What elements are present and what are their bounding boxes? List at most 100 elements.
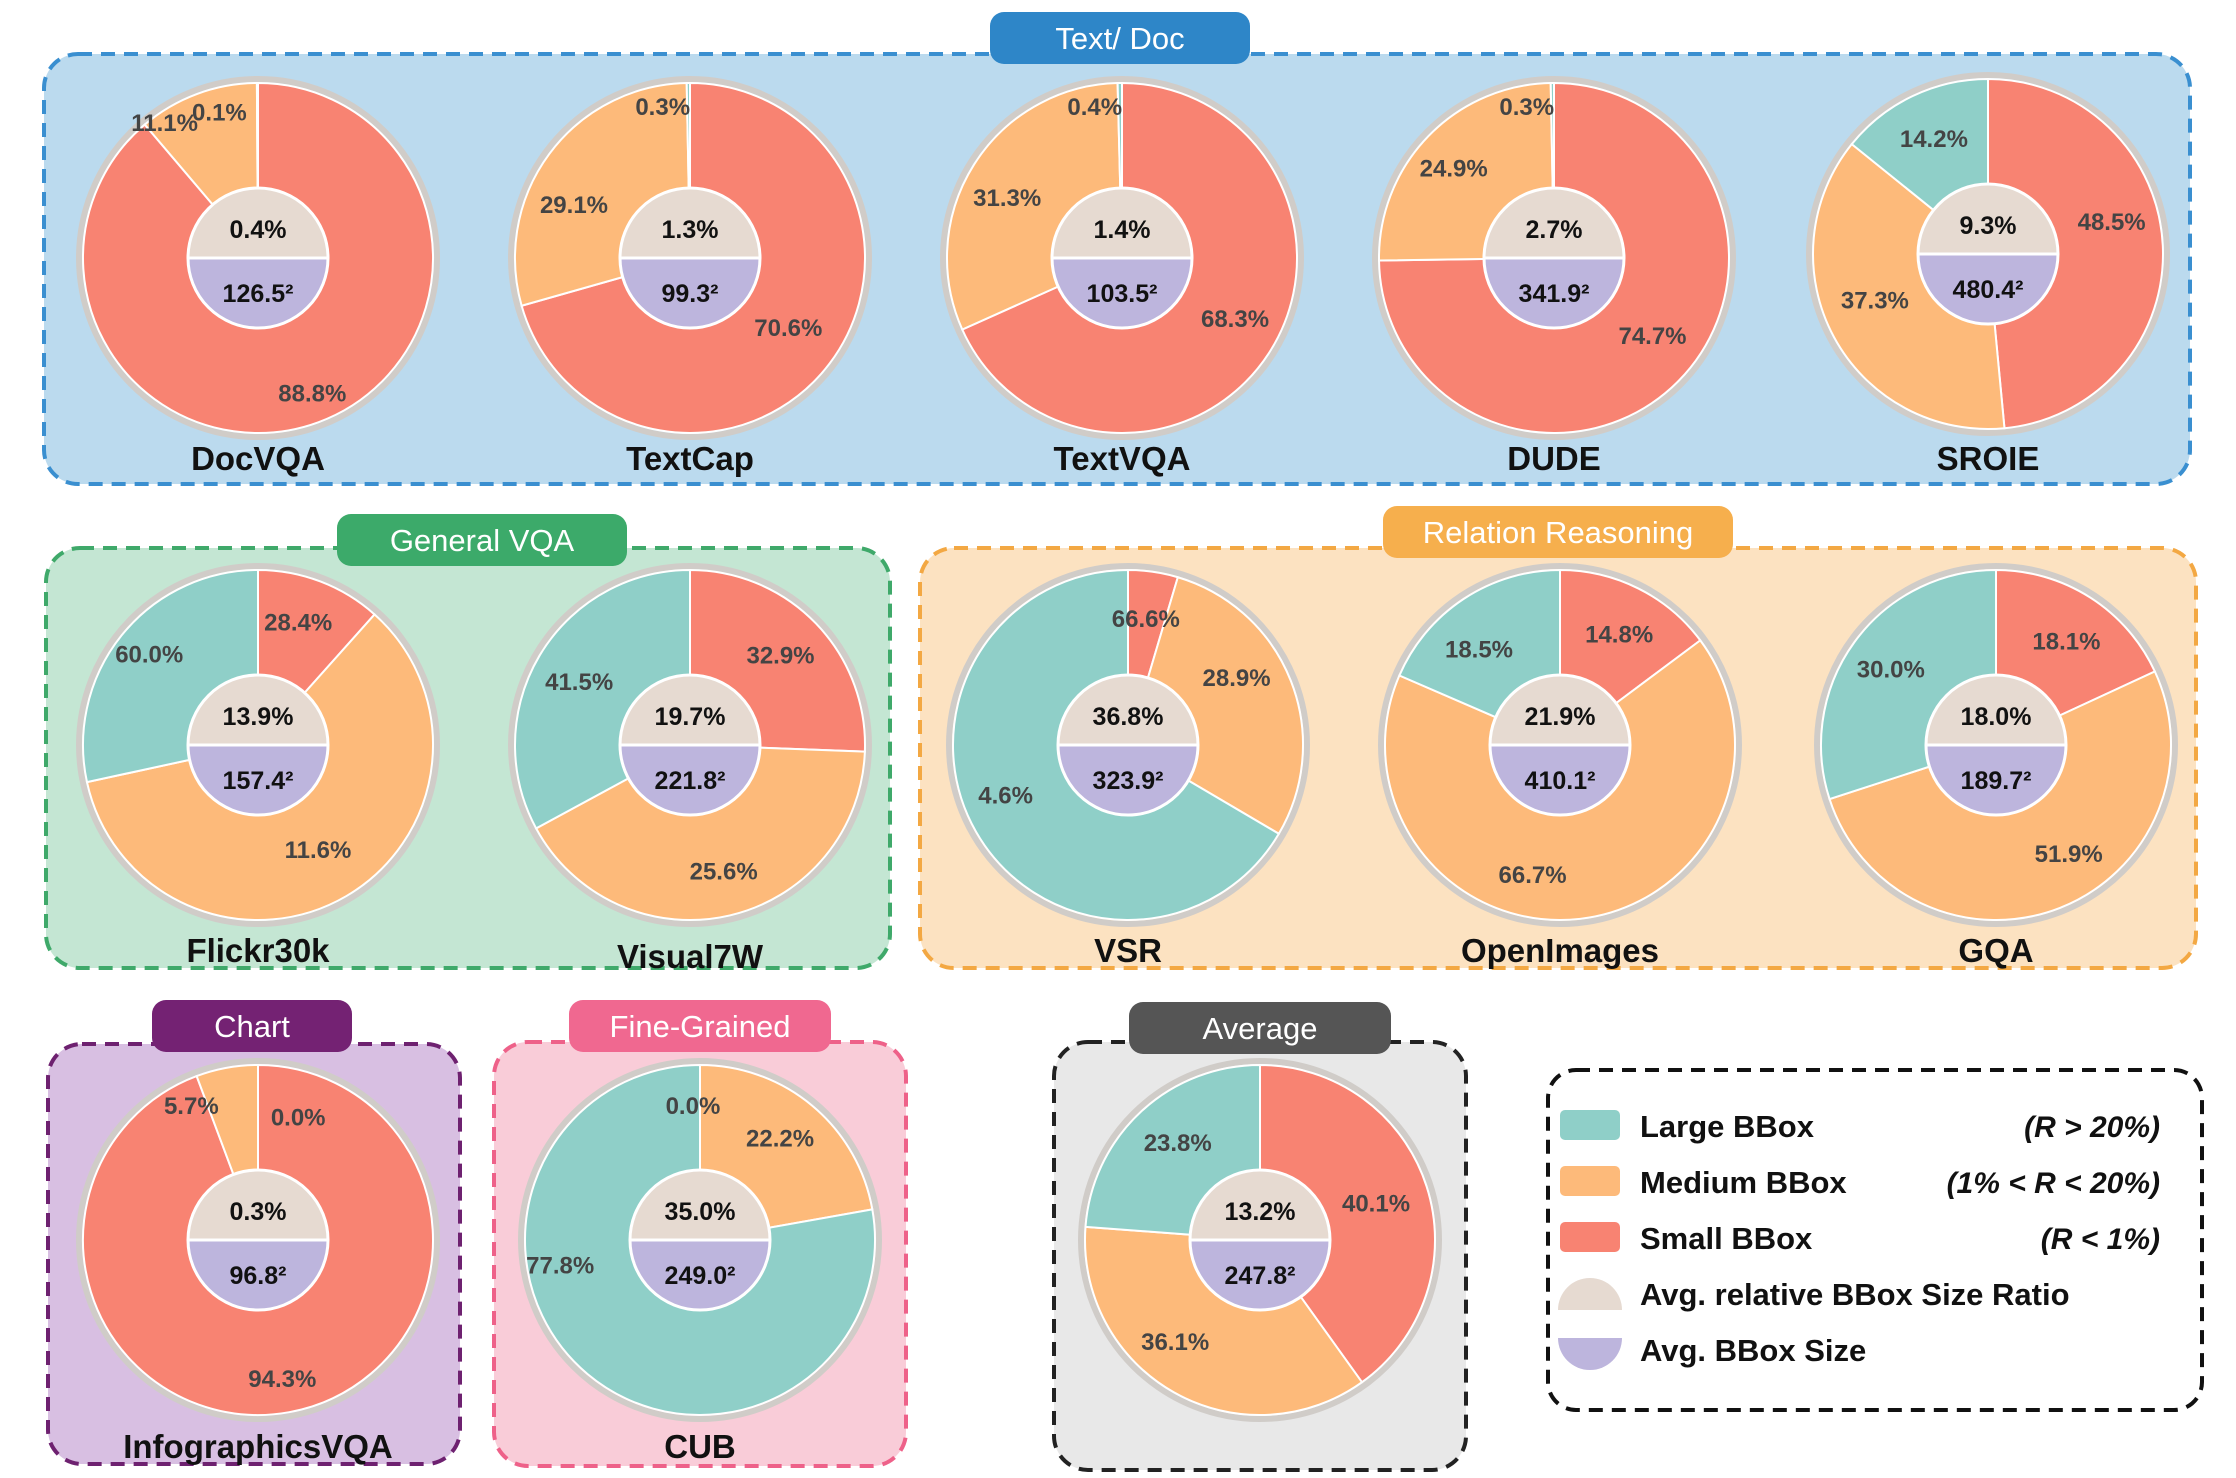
size-label: 341.9² (1519, 280, 1590, 308)
pie-outer-ring (940, 76, 1304, 440)
slice-label-large-bbox: 28.4% (264, 609, 332, 636)
pie-slice-medium-bbox (1812, 142, 2006, 430)
ratio-label: 13.2% (1225, 1198, 1296, 1226)
ratio-label: 36.8% (1093, 703, 1164, 731)
slice-label-large-bbox: 32.9% (746, 642, 814, 669)
pie-dude: 2.7% 341.9² 0.3% 24.9% 74.7% DUDE (1372, 76, 1736, 477)
inner-size-half (620, 745, 760, 815)
legend-swatch (1560, 1222, 1620, 1252)
inner-ratio-half (1190, 1170, 1330, 1240)
inner-size-half (620, 258, 760, 328)
slice-label-large-bbox: 18.5% (1445, 636, 1513, 663)
ratio-label: 0.3% (230, 1198, 287, 1226)
group-title: General VQA (390, 523, 575, 558)
slice-label-small-bbox: 11.6% (285, 837, 352, 864)
slice-label-small-bbox: 88.8% (278, 380, 346, 407)
ratio-label: 21.9% (1525, 703, 1596, 731)
legend-swatch (1558, 1338, 1622, 1370)
slice-label-large-bbox: 0.0% (271, 1104, 326, 1131)
legend-swatch (1560, 1166, 1620, 1196)
pie-slice-medium-bbox (534, 743, 866, 921)
slice-label-small-bbox: 94.3% (248, 1366, 316, 1393)
slice-label-large-bbox: 0.4% (1067, 94, 1122, 121)
inner-ratio-half (1052, 188, 1192, 258)
slice-label-large-bbox: 30.0% (1857, 657, 1925, 684)
group-title: Relation Reasoning (1423, 515, 1694, 550)
inner-ratio-half (1926, 675, 2066, 745)
size-label: 126.5² (223, 280, 294, 308)
legend-item-large: Large BBox (R > 20%) (1560, 1109, 2160, 1144)
slice-label-small-bbox: 68.3% (1201, 306, 1269, 333)
slice-label-large-bbox: 0.3% (635, 94, 690, 121)
pie-slice-medium-bbox (1084, 1225, 1364, 1416)
ratio-label: 0.4% (230, 216, 287, 244)
ratio-label: 35.0% (665, 1198, 736, 1226)
pie-outer-ring (1814, 563, 2178, 927)
pie-title: TextVQA (1054, 440, 1191, 477)
slice-label-large-bbox: 77.8% (526, 1253, 594, 1280)
legend-box (1546, 1068, 2204, 1412)
legend-label: Medium BBox (1640, 1165, 1847, 1200)
pie-title: GQA (1958, 932, 2033, 969)
pie-textvqa: 1.4% 103.5² 0.4% 31.3% 68.3% TextVQA (940, 76, 1304, 477)
slice-label-medium-bbox: 5.7% (164, 1093, 219, 1120)
ratio-label: 1.3% (662, 216, 719, 244)
pie-slice-large-bbox (1116, 81, 1123, 259)
ratio-label: 19.7% (655, 703, 726, 731)
slice-label-large-bbox: 14.2% (1900, 126, 1968, 153)
ratio-label: 1.4% (1094, 216, 1151, 244)
legend: Large BBox (R > 20%) Medium BBox (1% < R < … (1546, 1068, 2204, 1412)
size-label: 103.5² (1087, 280, 1158, 308)
inner-size-half (188, 745, 328, 815)
pie-outer-ring (76, 563, 440, 927)
pie-outer-ring (518, 1058, 882, 1422)
legend-swatch (1558, 1278, 1622, 1310)
pie-visual7w: 19.7% 221.8² 32.9% 41.5% 25.6% Visual7W (508, 563, 872, 975)
pie-title: TextCap (626, 440, 754, 477)
size-label: 221.8² (655, 767, 726, 795)
size-label: 189.7² (1961, 767, 2032, 795)
legend-item-size: Avg. BBox Size (1558, 1333, 1866, 1370)
slice-label-medium-bbox: 22.2% (746, 1126, 814, 1153)
slice-label-small-bbox: 48.5% (2078, 209, 2146, 236)
pie-title: SROIE (1937, 440, 2040, 477)
slice-label-medium-bbox: 24.9% (1420, 156, 1488, 183)
pie-gqa: 18.0% 189.7² 30.0% 51.9% 18.1% GQA (1814, 563, 2178, 969)
inner-ratio-half (620, 188, 760, 258)
pie-outer-ring (76, 1058, 440, 1422)
inner-ratio-half (188, 188, 328, 258)
inner-size-half (188, 258, 328, 328)
size-label: 247.8² (1225, 1262, 1296, 1290)
slice-label-medium-bbox: 60.0% (115, 642, 183, 669)
ratio-label: 18.0% (1961, 703, 2032, 731)
pie-sroie: 9.3% 480.4² 14.2% 37.3% 48.5% SROIE (1806, 72, 2170, 477)
slice-label-medium-bbox: 37.3% (1841, 288, 1909, 315)
pie-openimages: 21.9% 410.1² 18.5% 66.7% 14.8% OpenImages (1378, 563, 1742, 969)
pie-outer-ring (508, 563, 872, 927)
group-title-tag (990, 12, 1250, 64)
group-title: Text/ Doc (1055, 21, 1184, 56)
group-title-tag (1129, 1002, 1391, 1054)
inner-ratio-half (1484, 188, 1624, 258)
inner-size-half (1190, 1240, 1330, 1310)
pie-title: VSR (1094, 932, 1162, 969)
group-title-tag (337, 514, 627, 566)
inner-ratio-half (188, 675, 328, 745)
group-title: Chart (214, 1009, 290, 1044)
legend-condition: (R < 1%) (2041, 1223, 2160, 1256)
slice-label-medium-bbox: 51.9% (2035, 841, 2103, 868)
slice-label-small-bbox: 40.1% (1342, 1190, 1410, 1217)
pie-title: Flickr30k (186, 932, 330, 969)
slice-label-large-bbox: 66.6% (1112, 606, 1180, 633)
slice-label-medium-bbox: 41.5% (545, 669, 613, 696)
slice-label-large-bbox: 0.3% (1499, 94, 1554, 121)
ratio-label: 9.3% (1960, 212, 2017, 240)
pie-outer-ring (76, 76, 440, 440)
pie-outer-ring (1378, 563, 1742, 927)
pie-title: OpenImages (1461, 932, 1659, 969)
legend-label: Avg. BBox Size (1640, 1333, 1866, 1368)
pie-vsr: 36.8% 323.9² 66.6% 28.9% 4.6% VSR (946, 563, 1310, 969)
slice-label-small-bbox: 18.1% (2032, 629, 2100, 656)
legend-item-ratio: Avg. relative BBox Size Ratio (1558, 1277, 2070, 1312)
